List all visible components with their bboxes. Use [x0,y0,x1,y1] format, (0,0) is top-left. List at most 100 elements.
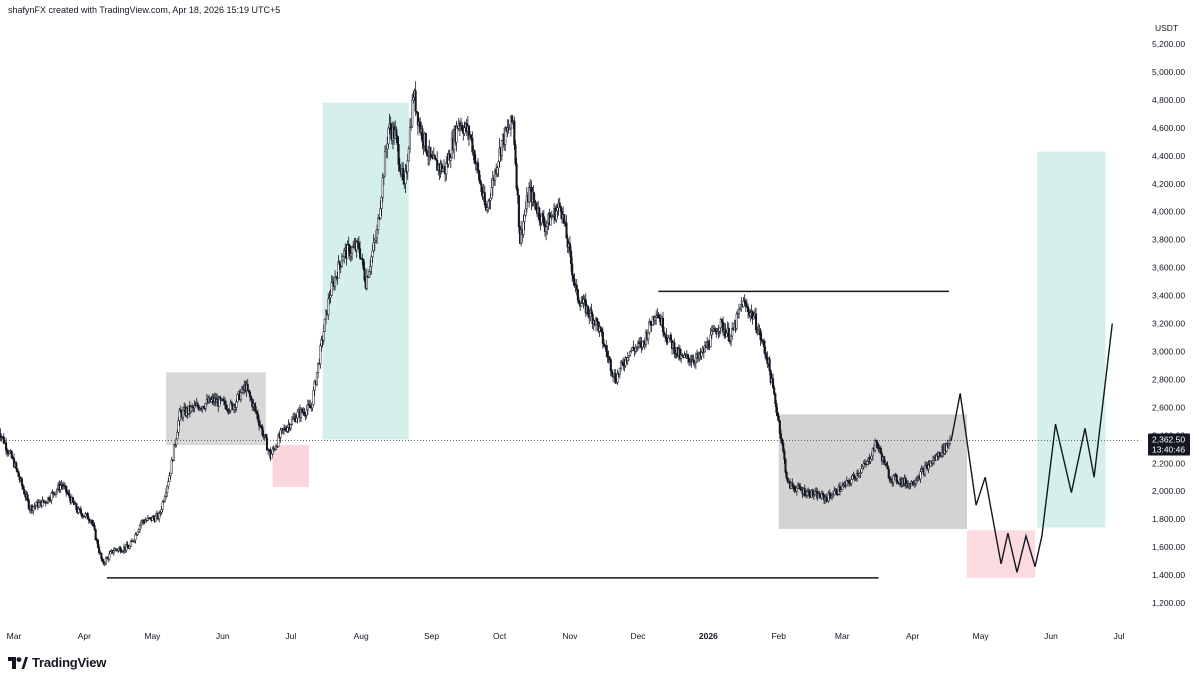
candle[interactable] [445,156,448,181]
candle[interactable] [629,351,632,357]
candle[interactable] [681,353,684,357]
candle[interactable] [575,278,578,296]
candle[interactable] [380,195,383,216]
candle[interactable] [840,487,843,492]
candle[interactable] [555,203,558,223]
candle[interactable] [759,327,762,347]
candle[interactable] [77,505,80,515]
candle[interactable] [337,255,340,279]
candle[interactable] [317,362,320,379]
candle[interactable] [924,461,927,478]
candle[interactable] [782,439,785,454]
candle[interactable] [421,125,424,150]
candle[interactable] [516,185,519,204]
candle[interactable] [754,307,758,334]
candle[interactable] [885,462,888,466]
candle[interactable] [309,399,312,409]
candle[interactable] [292,412,295,420]
candle[interactable] [407,145,410,162]
candle[interactable] [414,81,417,116]
candle[interactable] [433,153,436,161]
candle[interactable] [424,132,427,154]
candle[interactable] [128,544,131,550]
candle[interactable] [599,325,602,333]
candle[interactable] [169,473,172,480]
candle[interactable] [161,500,164,513]
candle[interactable] [397,136,400,172]
candle[interactable] [708,340,711,351]
candle[interactable] [523,210,526,231]
candle[interactable] [117,547,120,553]
candle[interactable] [860,464,863,475]
candle[interactable] [5,437,8,456]
candle[interactable] [248,389,252,402]
candle[interactable] [175,437,178,448]
candle[interactable] [511,114,514,125]
candle[interactable] [408,118,412,154]
candle[interactable] [582,294,585,309]
candle[interactable] [290,416,294,426]
candle[interactable] [773,384,776,396]
candle[interactable] [665,328,668,345]
candle[interactable] [636,340,640,351]
candle[interactable] [134,532,137,544]
candle[interactable] [948,435,952,446]
candle[interactable] [879,445,882,455]
candle[interactable] [27,498,30,510]
candle[interactable] [229,399,232,414]
candle[interactable] [808,489,811,499]
candle[interactable] [515,157,518,191]
candle[interactable] [727,322,730,343]
candle[interactable] [177,416,180,437]
candle[interactable] [20,476,23,490]
candle[interactable] [549,212,552,226]
candle[interactable] [835,488,838,496]
candle[interactable] [795,485,798,496]
candle[interactable] [26,491,29,503]
candle[interactable] [938,451,941,459]
candle[interactable] [717,324,720,339]
candle[interactable] [558,197,561,208]
candle[interactable] [737,303,741,320]
candle[interactable] [338,260,341,270]
candle[interactable] [700,350,703,361]
candle[interactable] [718,327,721,338]
candle[interactable] [471,131,474,156]
candle[interactable] [0,428,2,441]
candle[interactable] [126,541,129,548]
candle[interactable] [504,125,507,151]
candle[interactable] [112,547,115,556]
candle[interactable] [172,444,176,461]
candle[interactable] [402,162,405,185]
candle[interactable] [483,185,486,208]
candle[interactable] [632,340,635,351]
candle[interactable] [415,110,418,115]
candle[interactable] [108,550,111,561]
candle[interactable] [429,146,432,161]
candle[interactable] [65,485,68,497]
candle[interactable] [322,324,325,345]
candle[interactable] [319,343,322,369]
candle[interactable] [563,214,566,227]
candle[interactable] [869,456,872,465]
candle[interactable] [37,498,41,509]
candle[interactable] [204,402,207,412]
candle[interactable] [377,213,380,235]
candle[interactable] [449,153,452,169]
candle[interactable] [786,477,789,484]
candle[interactable] [507,119,510,134]
candle[interactable] [306,399,309,416]
candle[interactable] [178,407,181,426]
candle[interactable] [170,456,173,474]
candle[interactable] [580,296,583,307]
candle[interactable] [334,270,337,291]
candle[interactable] [265,433,269,451]
candle[interactable] [86,511,89,520]
candle[interactable] [735,311,738,331]
candle[interactable] [573,273,576,288]
candle[interactable] [590,303,593,315]
candle[interactable] [714,326,717,332]
candle[interactable] [853,473,856,482]
candle[interactable] [289,423,292,432]
